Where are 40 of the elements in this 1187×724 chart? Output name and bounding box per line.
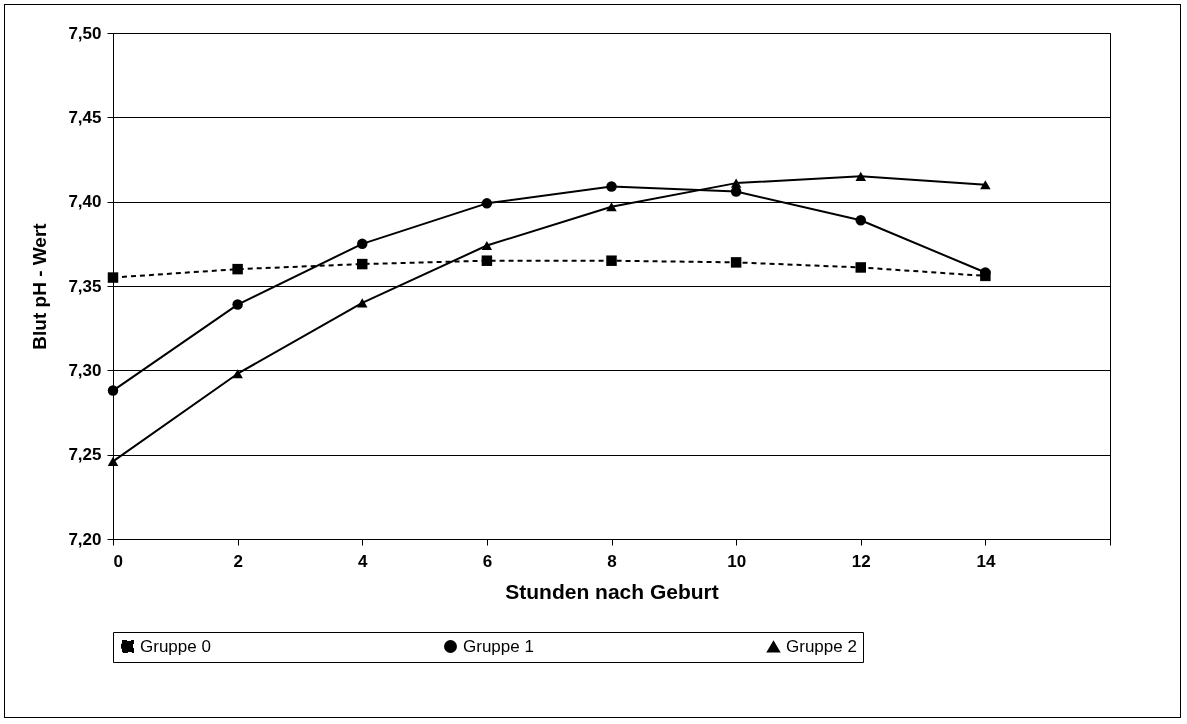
point: [730, 186, 742, 197]
legend-label: Gruppe 1: [463, 636, 534, 656]
x-tick-label: 2: [233, 551, 243, 571]
point: [980, 270, 991, 282]
legend-label: Gruppe 0: [140, 636, 211, 656]
x-tick-label: 14: [976, 551, 996, 571]
y-tick-label: 7,25: [68, 445, 102, 465]
x-tick-label: 10: [727, 551, 747, 571]
point: [606, 181, 617, 192]
point: [481, 240, 493, 251]
point: [232, 369, 243, 379]
point: [357, 238, 368, 250]
x-tick-label: 8: [607, 551, 617, 571]
point: [855, 262, 866, 273]
x-axis-title: Stunden nach Geburt: [505, 579, 719, 603]
point: [481, 198, 493, 209]
point: [730, 257, 742, 268]
point: [980, 180, 991, 190]
y-tick-label: 7,40: [68, 192, 102, 212]
y-tick-label: 7,35: [68, 276, 102, 296]
point: [232, 299, 243, 310]
y-axis-title: Blut pH - Wert: [29, 222, 51, 350]
point: [606, 202, 617, 212]
y-tick-label: 7,45: [68, 107, 102, 127]
point: [107, 385, 119, 396]
point: [232, 263, 243, 275]
y-tick-label: 7,30: [68, 360, 102, 380]
point: [481, 255, 493, 266]
x-tick-label: 12: [851, 551, 871, 571]
legend-label: Gruppe 2: [786, 636, 857, 656]
point: [855, 214, 866, 226]
point: [855, 171, 866, 181]
y-tick-label: 7,20: [68, 529, 102, 549]
point: [107, 272, 119, 283]
x-tick-label: 0: [113, 551, 123, 571]
point: [357, 258, 368, 270]
x-tick-label: 4: [358, 551, 369, 571]
x-tick-label: 6: [482, 551, 493, 571]
point: [606, 255, 617, 266]
y-tick-label: 7,50: [68, 23, 102, 43]
